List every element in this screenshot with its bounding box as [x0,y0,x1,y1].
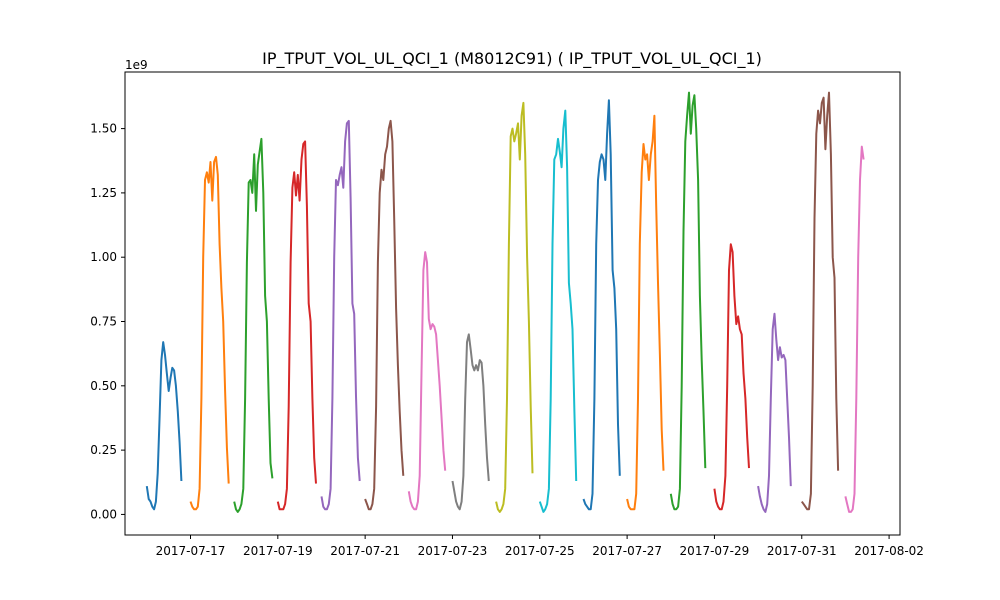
y-tick-label: 0.75 [90,315,117,329]
y-axis-offset-label: 1e9 [125,58,148,72]
series-line-2017-07-22 [407,251,447,511]
y-tick-label: 0.50 [90,379,117,393]
series-line-2017-07-31 [800,91,840,511]
x-tick-label: 2017-07-29 [680,544,750,558]
series-line-2017-08-01 [844,145,865,513]
series-line-2017-07-30 [757,312,792,513]
series-line-2017-07-24 [495,101,534,513]
x-axis: 2017-07-17 2017-07-19 2017-07-21 2017-07-23… [156,535,924,558]
series-line-2017-07-19 [276,140,317,511]
series-line-2017-07-25 [538,109,578,513]
chart-title: IP_TPUT_VOL_UL_QCI_1 (M8012C91) ( IP_TPU… [262,49,762,69]
y-tick-label: 1.00 [90,250,117,264]
y-tick-label: 0.25 [90,443,117,457]
y-tick-label: 0.00 [90,507,117,521]
x-tick-label: 2017-08-02 [854,544,924,558]
x-tick-label: 2017-07-27 [592,544,662,558]
series-line-2017-07-27 [626,114,665,511]
x-tick-label: 2017-07-31 [767,544,837,558]
series-line-2017-07-16 [145,341,183,511]
series-line-2017-07-17 [189,155,230,511]
y-tick-label: 1.25 [90,186,117,200]
series-line-2017-07-20 [320,119,361,511]
plot-area-frame [124,71,901,536]
x-tick-label: 2017-07-17 [156,544,226,558]
series-line-2017-07-26 [582,99,621,511]
series-line-2017-07-18 [233,137,274,513]
series-layer [145,91,865,513]
x-tick-label: 2017-07-23 [418,544,488,558]
series-line-2017-07-21 [364,119,405,511]
x-tick-label: 2017-07-21 [330,544,400,558]
x-tick-label: 2017-07-19 [243,544,313,558]
x-tick-label: 2017-07-25 [505,544,575,558]
y-tick-label: 1.50 [90,122,117,136]
series-line-2017-07-28 [669,91,707,511]
series-line-2017-07-23 [451,333,490,511]
series-line-2017-07-29 [713,243,750,511]
y-axis: 0.00 0.25 0.50 0.75 1.00 1.25 1.50 [90,122,125,521]
